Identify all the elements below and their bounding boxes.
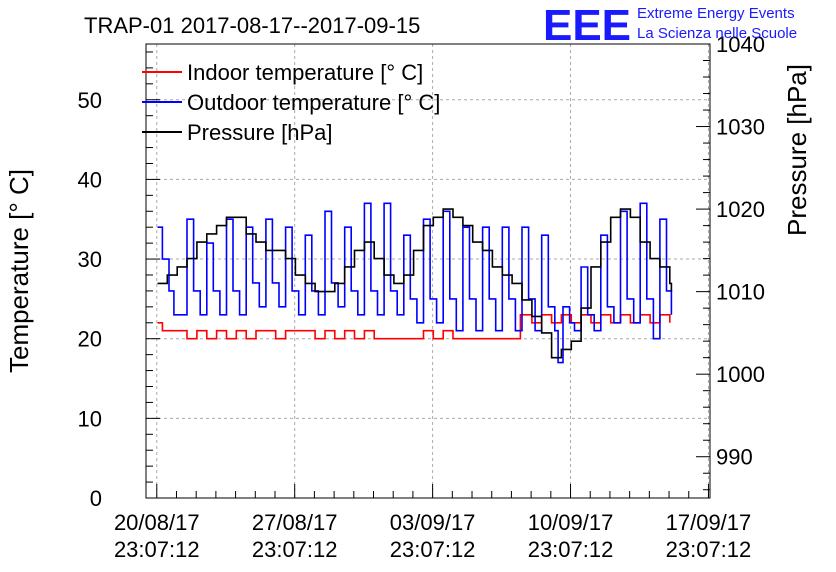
chart-title: TRAP-01 2017-08-17--2017-09-15 <box>84 13 420 38</box>
series-lines <box>157 202 673 364</box>
y-tick-label: 50 <box>78 88 102 113</box>
y-tick-label: 0 <box>90 486 102 511</box>
axis-ticks: 20/08/1723:07:1227/08/1723:07:1203/09/17… <box>78 32 765 562</box>
y-tick-label: 30 <box>78 247 102 272</box>
x-tick-label-time: 23:07:12 <box>114 537 200 562</box>
y2-tick-label: 1040 <box>716 32 765 57</box>
x-tick-label-time: 23:07:12 <box>528 537 614 562</box>
indoor-temperature-line <box>157 314 671 340</box>
y2-tick-label: 1030 <box>716 115 765 140</box>
logo-line-1: Extreme Energy Events <box>637 5 795 22</box>
x-tick-label-time: 23:07:12 <box>390 537 476 562</box>
eee-logo: EEE Extreme Energy Events La Scienza nel… <box>543 1 797 50</box>
legend-label-outdoor: Outdoor temperature [° C] <box>187 90 440 115</box>
y-tick-label: 20 <box>78 327 102 352</box>
y2-tick-label: 1010 <box>716 280 765 305</box>
y2-tick-label: 1020 <box>716 197 765 222</box>
y-axis-label: Temperature [° C] <box>4 169 34 373</box>
legend: Indoor temperature [° C] Outdoor tempera… <box>142 60 440 145</box>
x-tick-label-date: 03/09/17 <box>390 510 476 535</box>
logo-line-2: La Scienza nelle Scuole <box>637 25 797 42</box>
legend-label-indoor: Indoor temperature [° C] <box>187 60 423 85</box>
grid-lines <box>146 44 710 498</box>
x-tick-label-time: 23:07:12 <box>666 537 752 562</box>
y2-axis-label: Pressure [hPa] <box>782 64 812 236</box>
y-tick-label: 10 <box>78 406 102 431</box>
legend-label-pressure: Pressure [hPa] <box>187 120 333 145</box>
x-tick-label-date: 20/08/17 <box>114 510 200 535</box>
y2-tick-label: 990 <box>716 445 753 470</box>
x-tick-label-date: 27/08/17 <box>252 510 338 535</box>
x-tick-label-date: 17/09/17 <box>666 510 752 535</box>
outdoor-temperature-line <box>157 202 673 364</box>
x-tick-label-time: 23:07:12 <box>252 537 338 562</box>
pressure-line <box>157 208 673 359</box>
plot-frame <box>145 43 711 499</box>
y-tick-label: 40 <box>78 167 102 192</box>
y2-tick-label: 1000 <box>716 362 765 387</box>
x-tick-label-date: 10/09/17 <box>528 510 614 535</box>
logo-letters: EEE <box>543 1 631 50</box>
